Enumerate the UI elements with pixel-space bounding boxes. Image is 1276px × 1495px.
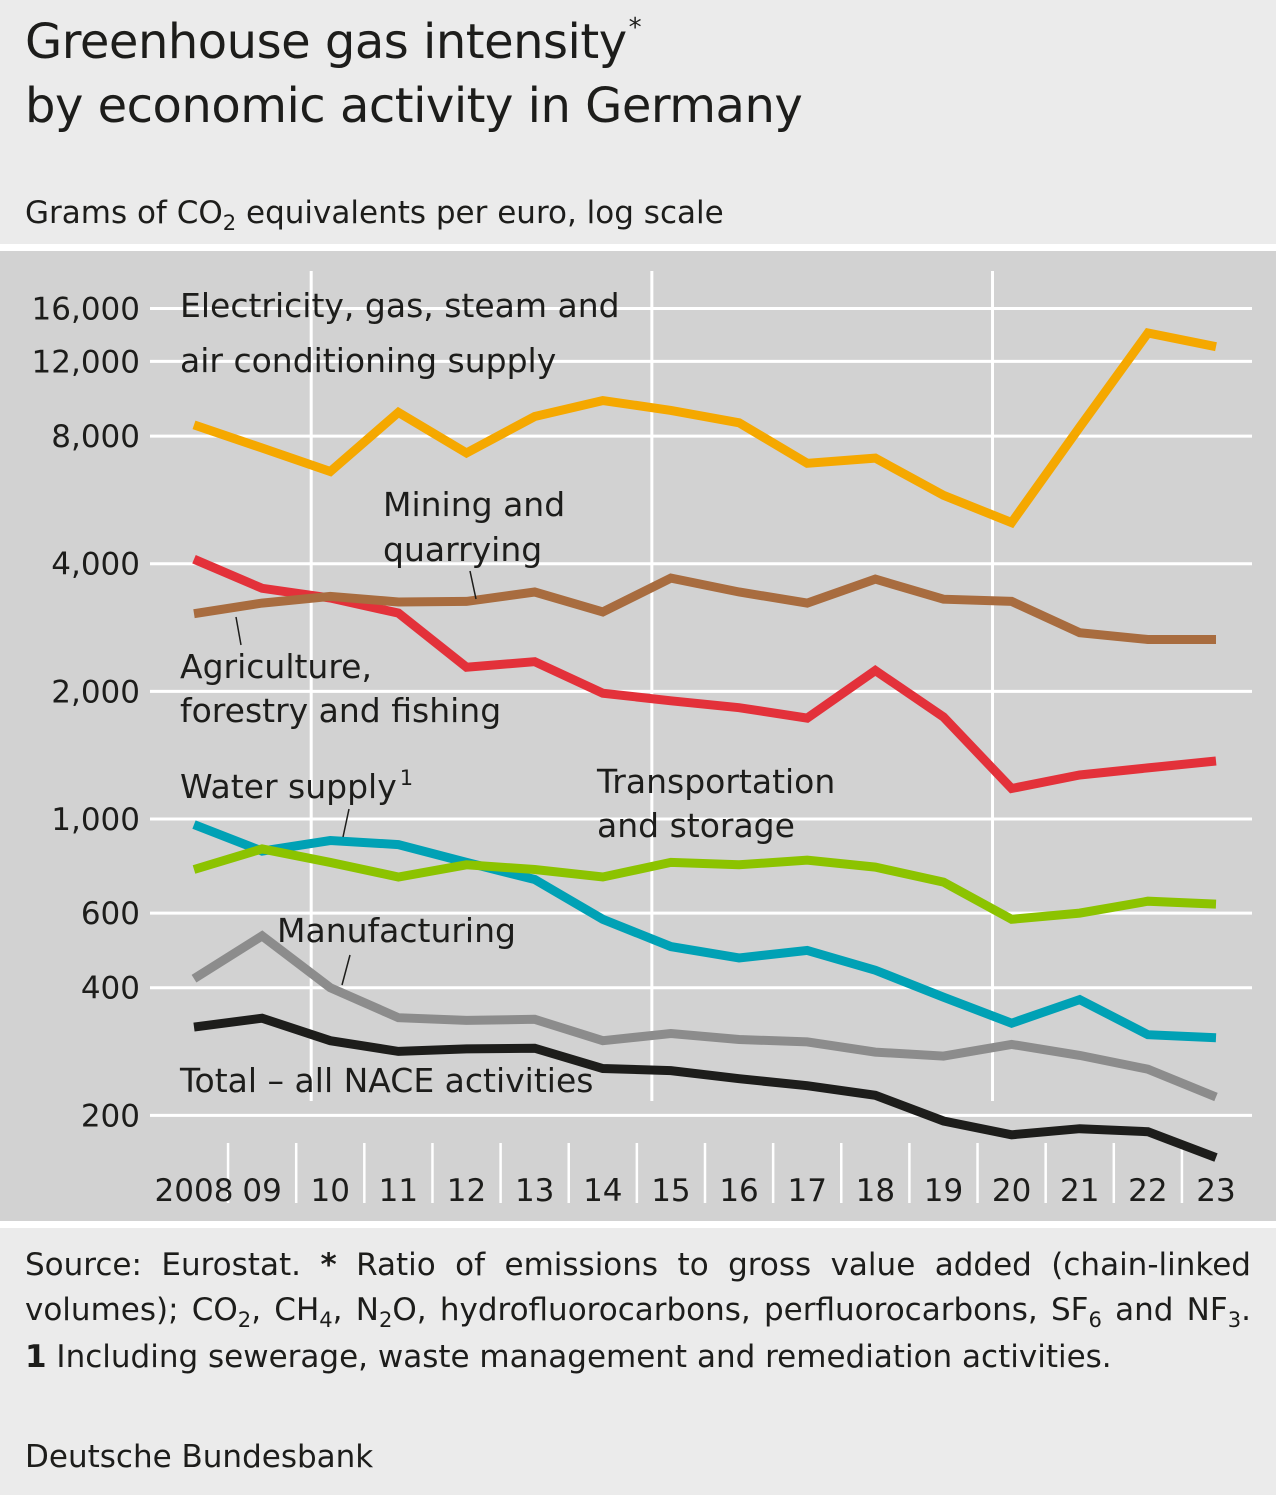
gas-list-1: , CH — [251, 1292, 320, 1328]
x-tick-label: 13 — [515, 1173, 554, 1209]
y-tick-label: 600 — [81, 896, 140, 932]
gas-list-5: . — [1241, 1292, 1251, 1328]
footer-divider — [0, 1221, 1276, 1228]
y-tick-label: 4,000 — [51, 547, 140, 583]
n2o-subscript: 2 — [378, 1306, 393, 1332]
series-line-1 — [193, 573, 1216, 644]
y-tick-label: 400 — [81, 971, 140, 1007]
leader-agriculture — [235, 616, 242, 646]
publisher-credit: Deutsche Bundesbank — [25, 1439, 374, 1475]
source-text: Source: Eurostat. — [25, 1247, 301, 1283]
x-tick-label: 12 — [447, 1173, 486, 1209]
header-divider — [0, 244, 1276, 251]
y-tick-label: 12,000 — [32, 344, 140, 380]
series-line-5 — [191, 930, 1218, 1102]
label-mining-line-2: quarrying — [383, 530, 542, 569]
series-line-4 — [192, 844, 1217, 924]
leader-mining — [469, 570, 477, 600]
y-tick-label: 1,000 — [51, 802, 140, 838]
x-tick-label: 11 — [379, 1173, 418, 1209]
label-water-supply-footnote: 1 — [400, 766, 413, 790]
x-tick-label: 23 — [1196, 1173, 1235, 1209]
x-tick-label: 18 — [856, 1173, 895, 1209]
title-line-1: Greenhouse gas intensity — [25, 14, 627, 70]
asterisk-footnote-text: Ratio of emissions to gross value added … — [25, 1247, 1251, 1328]
y-tick-label: 8,000 — [51, 419, 140, 455]
label-agriculture-line-2: forestry and fishing — [180, 691, 501, 730]
x-tick-label: 15 — [651, 1173, 690, 1209]
y-tick-label: 200 — [81, 1098, 140, 1134]
co2-subscript: 2 — [237, 1306, 252, 1332]
footnote-1-marker: 1 — [25, 1339, 47, 1375]
series-line-0 — [192, 328, 1217, 529]
x-tick-label: 20 — [992, 1173, 1031, 1209]
nf3-subscript: 3 — [1227, 1306, 1242, 1332]
title-asterisk: * — [628, 13, 642, 43]
x-tick-label: 17 — [787, 1173, 826, 1209]
footnote-1-text: Including sewerage, waste management and… — [46, 1339, 1112, 1375]
series-labels: Electricity, gas, steam and air conditio… — [179, 286, 835, 1100]
x-tick-label: 19 — [924, 1173, 963, 1209]
title-line-2: by economic activity in Germany — [25, 78, 803, 134]
gas-list-2: , N — [332, 1292, 379, 1328]
x-tick-label: 22 — [1128, 1173, 1167, 1209]
x-tick-label: 16 — [719, 1173, 758, 1209]
gas-list-4: and NF — [1101, 1292, 1228, 1328]
subtitle-co2-subscript: 2 — [222, 209, 237, 235]
label-transport-line-2: and storage — [597, 806, 795, 845]
label-electricity-line-2: air conditioning supply — [180, 341, 556, 380]
x-tick-label: 21 — [1060, 1173, 1099, 1209]
asterisk-footnote-marker: * — [320, 1247, 337, 1283]
x-tick-label: 09 — [242, 1173, 281, 1209]
label-manufacturing: Manufacturing — [277, 911, 516, 950]
leader-water-supply — [342, 808, 350, 838]
subtitle-unit-suffix: equivalents per euro, log scale — [236, 195, 724, 231]
series-line-3 — [192, 820, 1217, 1043]
label-agriculture-line-1: Agriculture, — [180, 647, 372, 686]
gas-list-3: O, hydrofluorocarbons, perfluorocarbons,… — [392, 1292, 1089, 1328]
label-water-supply-text: Water supply — [180, 767, 397, 806]
plot-background — [0, 251, 1276, 1221]
series-line-6 — [193, 1013, 1218, 1162]
y-tick-label: 16,000 — [32, 291, 140, 327]
x-tick-label: 2008 — [155, 1173, 234, 1209]
series-lines — [191, 328, 1218, 1162]
subtitle-unit-prefix: Grams of CO — [25, 195, 223, 231]
y-tick-label: 2,000 — [51, 674, 140, 710]
line-chart: 16,000 12,000 8,000 4,000 2,000 1,000 600 400 20… — [32, 271, 1252, 1209]
label-electricity-line-1: Electricity, gas, steam and — [180, 286, 620, 325]
sf6-subscript: 6 — [1088, 1306, 1102, 1332]
source-note: Source: Eurostat. * Ratio of emissions t… — [25, 1243, 1251, 1380]
label-total: Total – all NACE activities — [179, 1061, 593, 1100]
x-tick-label: 14 — [583, 1173, 622, 1209]
label-mining-line-1: Mining and — [383, 485, 565, 524]
chart-subtitle: Grams of CO2 equivalents per euro, log s… — [25, 193, 724, 236]
label-water-supply: Water supply 1 — [180, 766, 413, 806]
x-tick-label: 10 — [311, 1173, 350, 1209]
axis-ticks: 16,000 12,000 8,000 4,000 2,000 1,000 600 400 20… — [32, 291, 1236, 1209]
ch4-subscript: 4 — [319, 1306, 333, 1332]
label-transport-line-1: Transportation — [596, 762, 835, 801]
series-line-2 — [192, 555, 1217, 794]
leader-manufacturing — [341, 954, 351, 986]
chart-title: Greenhouse gas intensity* by economic act… — [25, 13, 1245, 134]
